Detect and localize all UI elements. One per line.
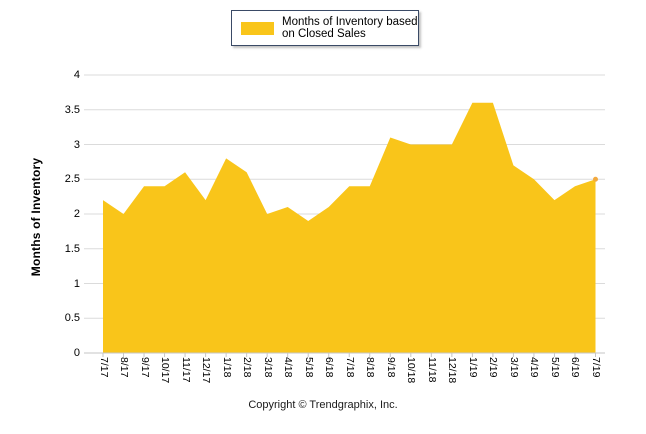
area-chart-plot: [84, 74, 605, 357]
legend-label-line2: on Closed Sales: [282, 28, 366, 40]
x-tick-label: 7/19: [590, 357, 602, 378]
legend-swatch-icon: [241, 21, 274, 35]
chart-legend: Months of Inventory based on Closed Sale…: [231, 10, 419, 46]
x-tick-label: 5/19: [548, 357, 561, 378]
x-tick-label: 7/17: [97, 357, 110, 378]
legend-label: Months of Inventory based on Closed Sale…: [282, 16, 418, 41]
x-tick-label: 9/17: [138, 357, 151, 378]
y-tick-label: 4: [73, 69, 80, 81]
y-tick-label: 0: [73, 347, 80, 359]
y-tick-label: 0.5: [64, 312, 80, 325]
y-tick-label: 3.5: [64, 103, 80, 116]
x-tick-label: 10/18: [405, 357, 418, 384]
x-tick-label: 5/18: [302, 357, 315, 378]
x-tick-label: 11/17: [179, 357, 192, 383]
x-tick-label: 4/18: [282, 357, 295, 378]
y-tick-label: 1: [73, 277, 80, 290]
x-tick-label: 1/18: [220, 357, 233, 378]
x-tick-label: 2/19: [487, 357, 500, 378]
inventory-area-shape: [103, 102, 596, 353]
x-tick-label: 10/17: [159, 357, 172, 384]
x-tick-label: 8/18: [364, 357, 377, 378]
y-tick-label: 2: [73, 208, 80, 220]
x-tick-label: 12/17: [200, 357, 213, 384]
x-tick-label: 2/18: [241, 357, 254, 378]
x-tick-label: 9/18: [384, 357, 397, 378]
x-tick-label: 6/19: [569, 357, 582, 378]
x-tick-label: 4/19: [528, 357, 541, 378]
x-tick-label: 11/18: [425, 357, 438, 383]
x-tick-label: 1/19: [466, 357, 479, 378]
x-tick-label: 3/18: [261, 357, 274, 378]
x-tick-label: 3/19: [507, 357, 520, 378]
copyright-text: Copyright © Trendgraphix, Inc.: [248, 399, 398, 411]
legend-label-line1: Months of Inventory based: [282, 15, 418, 28]
last-point-marker: [593, 176, 598, 182]
y-tick-label: 3: [73, 138, 80, 151]
y-tick-label: 2.5: [64, 173, 80, 186]
x-tick-label: 6/18: [323, 357, 336, 378]
x-tick-label: 8/17: [118, 357, 131, 378]
x-tick-label: 7/18: [343, 357, 356, 378]
x-tick-label: 12/18: [446, 357, 459, 384]
y-tick-label: 1.5: [64, 242, 80, 255]
